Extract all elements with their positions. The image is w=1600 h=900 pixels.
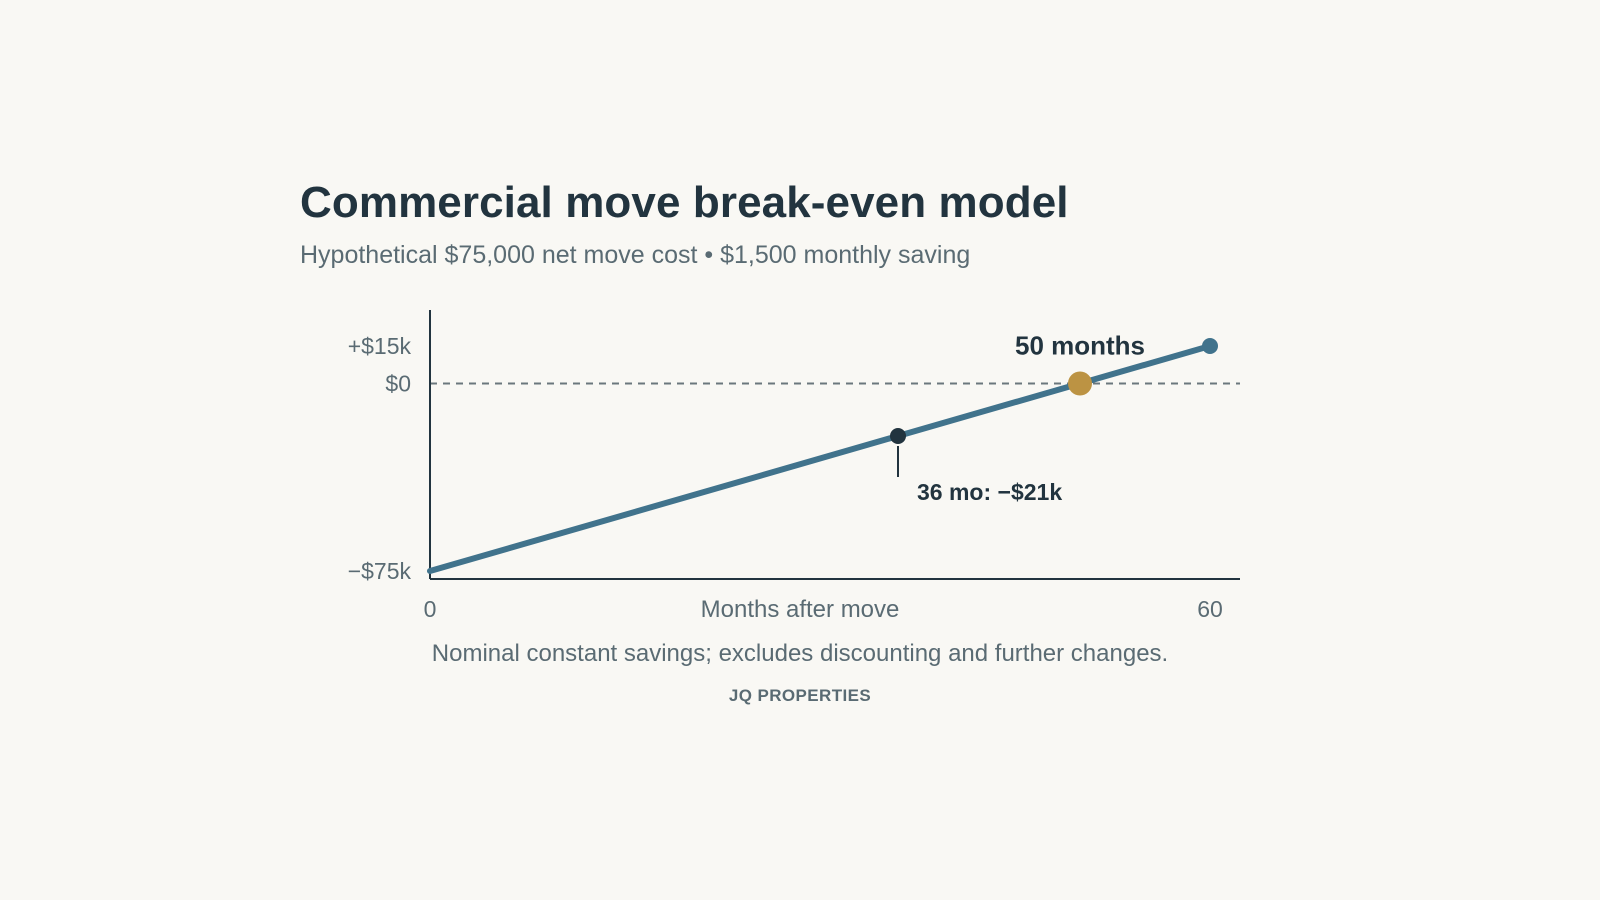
x-tick-label: 60 (1197, 596, 1223, 622)
footnote: Nominal constant savings; excludes disco… (431, 640, 1169, 667)
chart-subtitle: Hypothetical $75,000 net move cost • $1,… (300, 241, 971, 269)
brand-label: JQ PROPERTIES (728, 686, 872, 705)
annotation-36mo: 36 mo: −$21k (917, 479, 1062, 505)
point-break-even (1068, 371, 1092, 396)
y-tick-label: +$15k (348, 333, 412, 359)
annotation-break-even: 50 months (1015, 331, 1145, 361)
x-axis-label: Months after move (701, 596, 900, 623)
chart-title: Commercial move break-even model (300, 178, 1069, 227)
y-tick-label: −$75k (348, 558, 412, 584)
x-tick-label: 0 (424, 596, 437, 622)
series-line (427, 343, 1213, 574)
y-tick-label: $0 (385, 371, 411, 397)
plot-layer: +$15k $0 −$75k 0 60 Months after move 36 mo: −… (348, 310, 1240, 623)
point-36mo (890, 428, 906, 444)
point-60mo (1202, 338, 1218, 354)
